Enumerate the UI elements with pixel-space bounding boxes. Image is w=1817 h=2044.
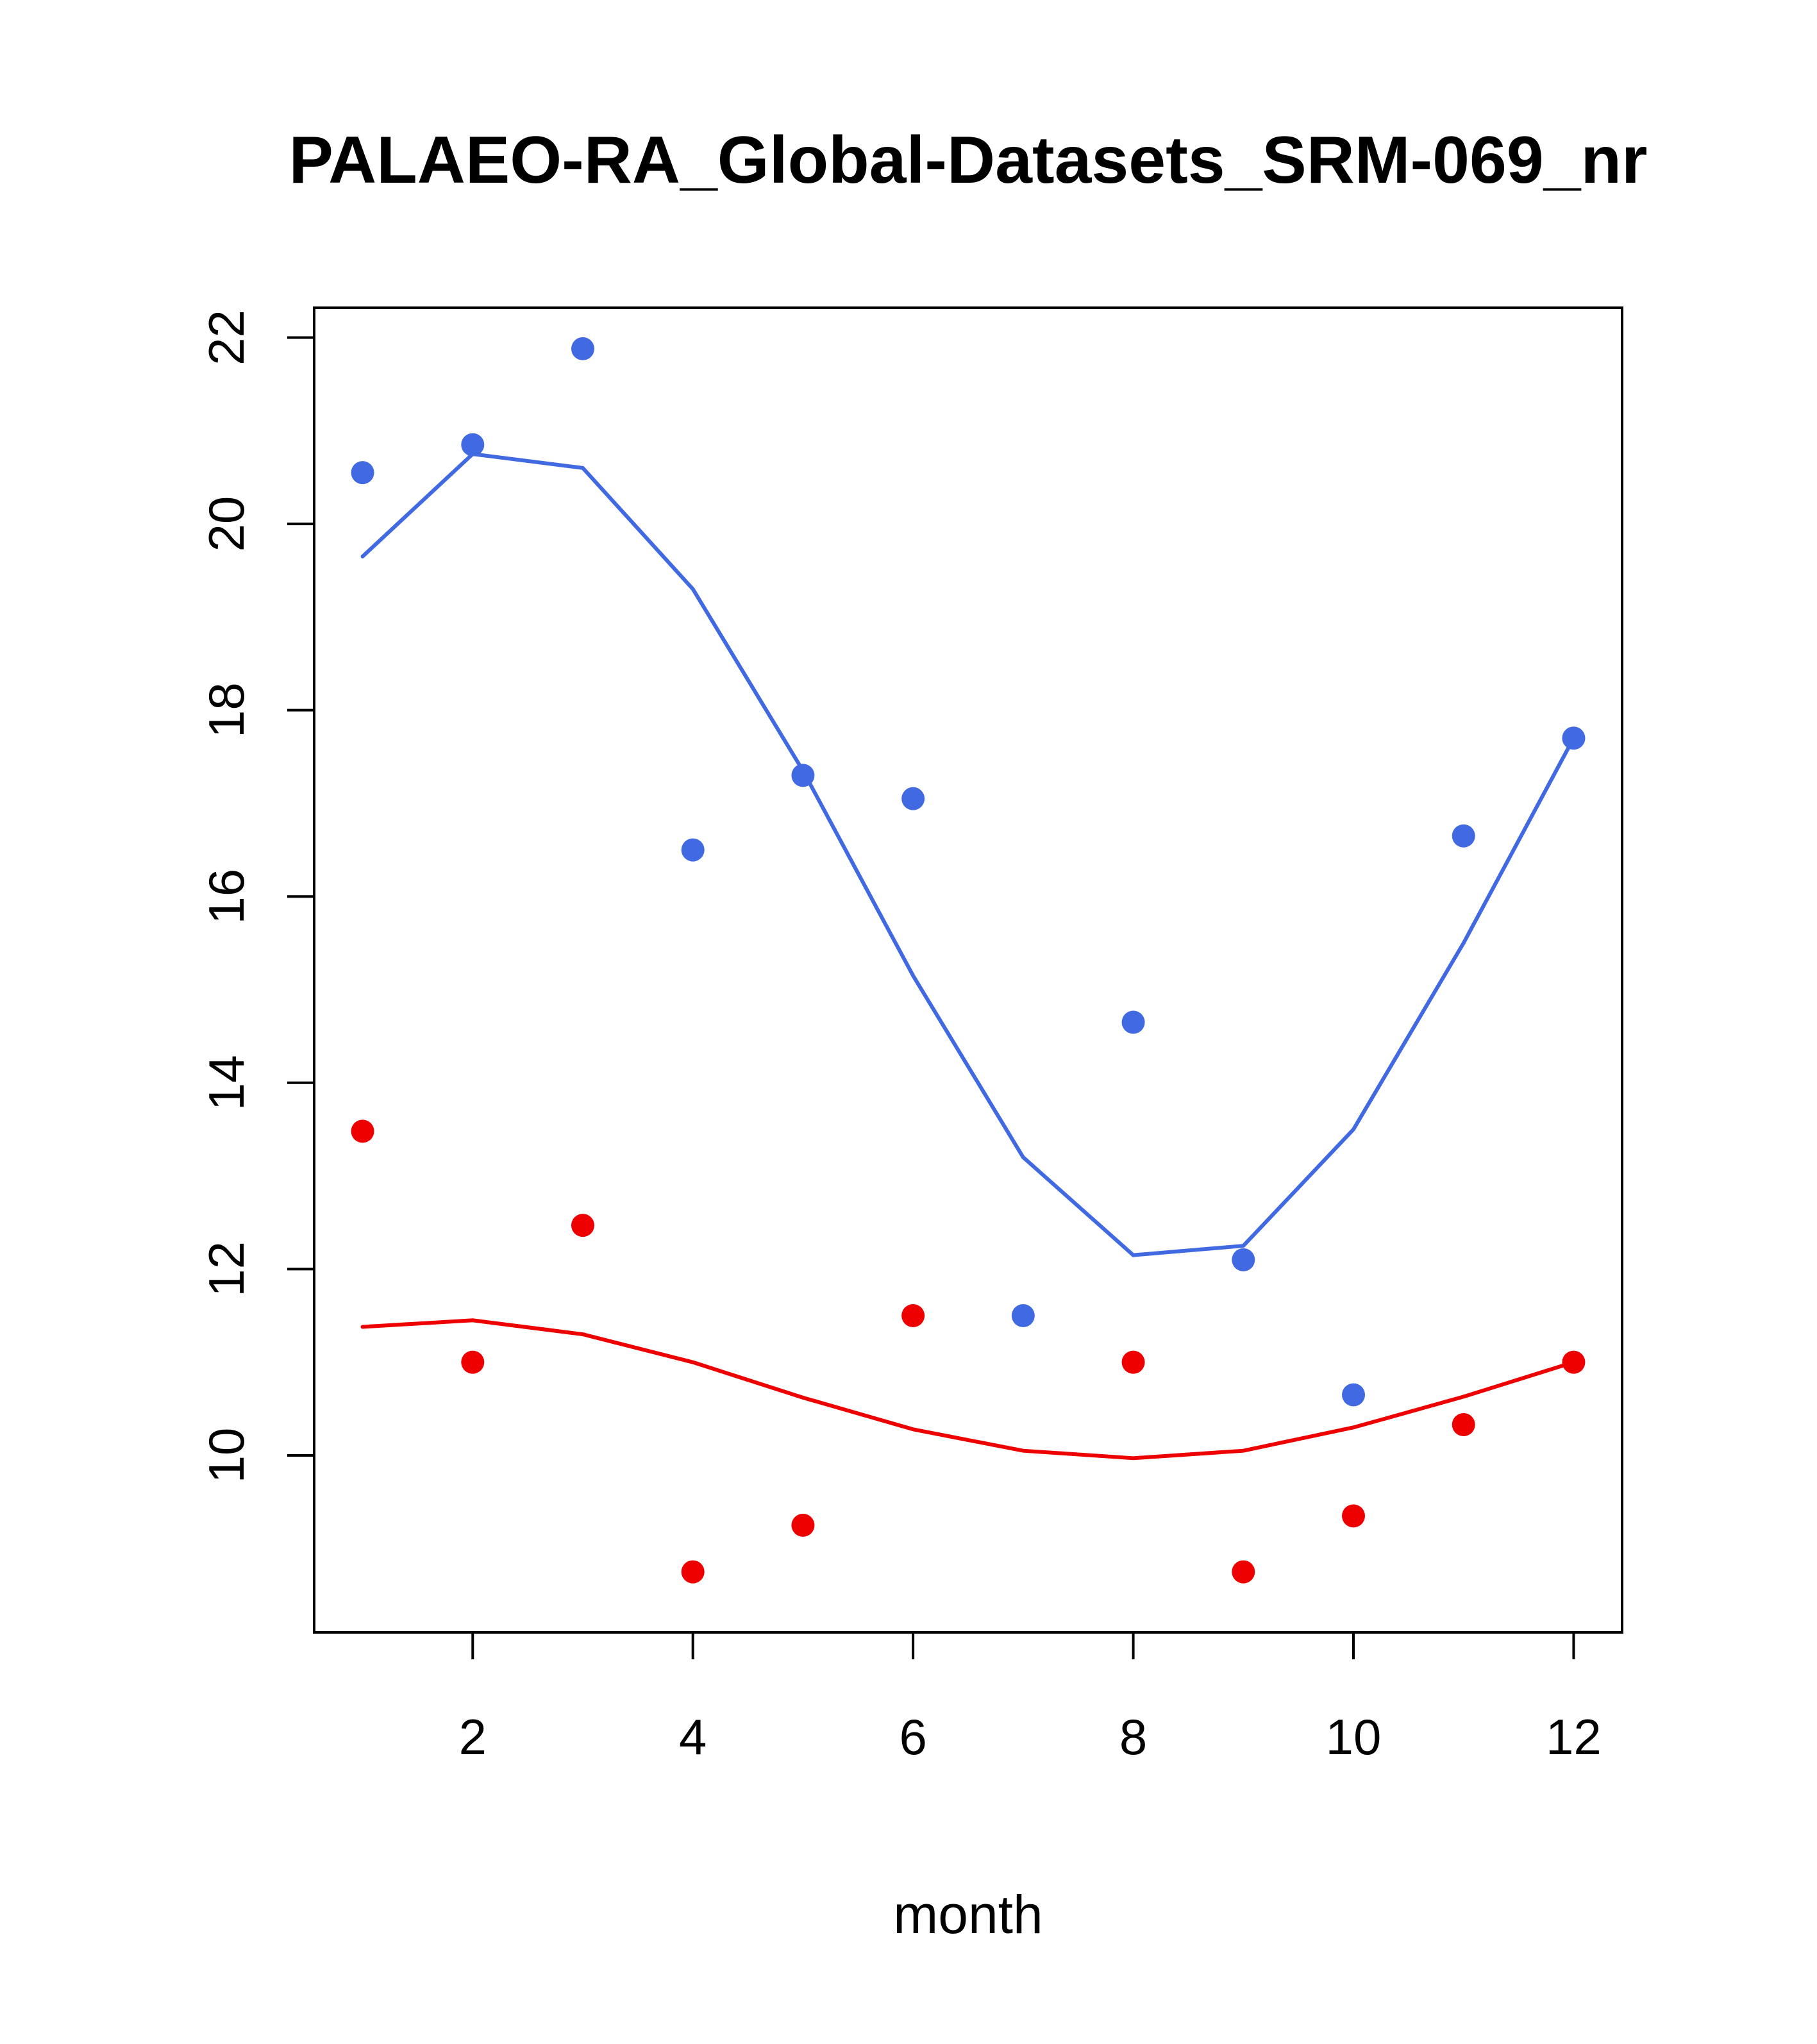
lower-observations-point — [1452, 1413, 1475, 1437]
upper-observations-point — [681, 838, 705, 862]
lower-observations-point — [461, 1350, 485, 1374]
plot-area: 2 4 6 8 10 12 10 12 14 16 18 20 22 — [198, 306, 1623, 1765]
x-tick-label: 10 — [1326, 1709, 1382, 1765]
lower-observations-point — [1562, 1350, 1586, 1374]
upper-observations-point — [461, 433, 485, 457]
lower-smoothed-line — [360, 1318, 1576, 1461]
upper-observations-point — [351, 461, 374, 485]
y-tick-label: 12 — [198, 1241, 255, 1297]
lower-observations-point — [901, 1304, 925, 1328]
upper-observations-point — [1452, 824, 1475, 848]
x-tick-label: 4 — [679, 1709, 707, 1765]
upper-observations-point — [1232, 1248, 1255, 1271]
y-tick-label: 14 — [198, 1055, 255, 1110]
y-tick-label: 10 — [198, 1428, 255, 1484]
upper-observations-point — [901, 787, 925, 810]
x-tick-label: 6 — [899, 1709, 926, 1765]
x-tick-label: 12 — [1546, 1709, 1602, 1765]
upper-observations-point — [1011, 1304, 1035, 1328]
y-tick-label: 22 — [198, 310, 255, 365]
upper-observations-point — [791, 764, 815, 787]
upper-observations-point — [1121, 1010, 1145, 1034]
lower-observations-point — [1121, 1350, 1145, 1374]
y-tick-label: 20 — [198, 496, 255, 552]
lower-observations-point — [681, 1560, 705, 1584]
lower-observations-point — [1232, 1560, 1255, 1584]
lower-observations-point — [571, 1214, 594, 1237]
x-axis-label: month — [893, 1884, 1042, 1945]
upper-observations-point — [1562, 726, 1586, 750]
y-tick-label: 18 — [198, 682, 255, 738]
lower-observations-point — [351, 1119, 374, 1143]
x-tick-label: 8 — [1119, 1709, 1147, 1765]
upper-smoothed-line — [360, 452, 1576, 1257]
chart-title: PALAEO-RA_Global-Datasets_SRM-069_nr — [289, 123, 1647, 197]
lower-observations-point — [1342, 1504, 1366, 1528]
upper-observations-point — [1342, 1383, 1366, 1407]
upper-observations-point — [571, 337, 594, 360]
plot-border — [313, 306, 1623, 1634]
y-tick-label: 16 — [198, 869, 255, 925]
lower-observations-point — [791, 1513, 815, 1537]
x-tick-label: 2 — [459, 1709, 487, 1765]
